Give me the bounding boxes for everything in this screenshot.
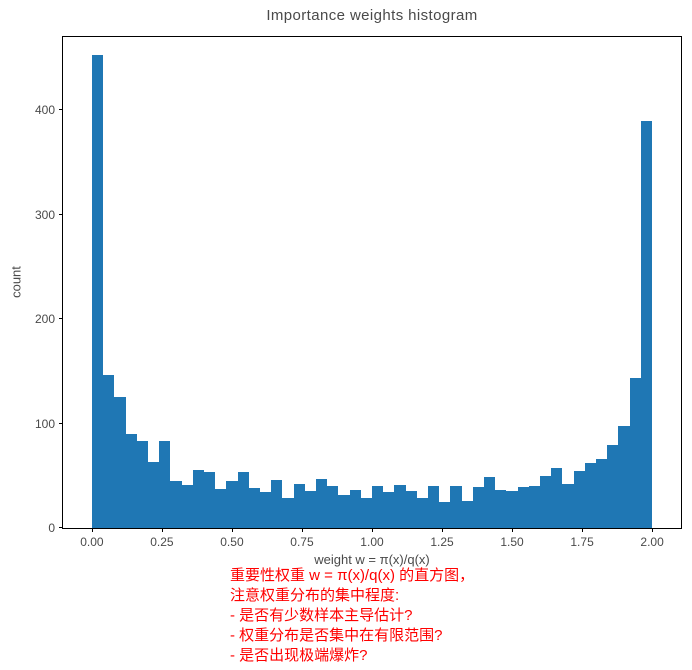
histogram-bar bbox=[405, 491, 417, 528]
histogram-bar bbox=[237, 471, 249, 528]
y-tick-label: 300 bbox=[34, 207, 55, 222]
histogram-bar bbox=[338, 494, 350, 528]
histogram-bar bbox=[383, 492, 395, 528]
x-tick-label: 0.75 bbox=[290, 535, 314, 549]
x-tick-label: 1.50 bbox=[500, 535, 524, 549]
histogram-bar bbox=[159, 441, 171, 528]
histogram-bar bbox=[439, 501, 451, 528]
x-axis-label: weight w = π(x)/q(x) bbox=[314, 552, 430, 567]
histogram-bar bbox=[282, 497, 294, 528]
histogram-bar bbox=[103, 375, 115, 528]
y-tick-label: 200 bbox=[34, 312, 55, 327]
histogram-bar bbox=[562, 484, 574, 528]
histogram-bar bbox=[450, 486, 462, 528]
histogram-bar bbox=[271, 479, 283, 528]
histogram-bar bbox=[596, 459, 608, 528]
x-tick-mark bbox=[582, 528, 584, 532]
histogram-bar bbox=[618, 425, 630, 528]
x-tick-mark bbox=[91, 528, 93, 532]
histogram-bar bbox=[472, 487, 484, 528]
y-tick-mark bbox=[59, 318, 63, 320]
histogram-bar bbox=[360, 497, 372, 528]
chart-title: Importance weights histogram bbox=[266, 7, 478, 24]
y-tick-label: 0 bbox=[48, 521, 55, 535]
histogram-bar bbox=[226, 481, 238, 528]
x-tick-label: 1.75 bbox=[570, 535, 594, 549]
histogram-bar bbox=[495, 490, 507, 528]
histogram-bar bbox=[540, 475, 552, 528]
y-axis-label: count bbox=[8, 266, 24, 298]
annotation-line-5: - 是否出现极端爆炸? bbox=[230, 647, 368, 664]
annotation-line-3: - 是否有少数样本主导估计? bbox=[230, 607, 413, 624]
histogram-bar bbox=[506, 491, 518, 528]
histogram-bar bbox=[573, 470, 585, 528]
histogram-bar bbox=[248, 488, 260, 528]
histogram-bar bbox=[371, 486, 384, 528]
histogram-bar bbox=[114, 397, 126, 528]
x-tick-label: 2.00 bbox=[640, 535, 664, 549]
histogram-bar bbox=[327, 486, 339, 528]
y-tick-label: 400 bbox=[34, 103, 55, 118]
histogram-bar bbox=[315, 478, 328, 528]
x-tick-label: 1.00 bbox=[360, 535, 384, 549]
histogram-bar bbox=[484, 476, 496, 528]
histogram-bar bbox=[203, 471, 216, 528]
histogram-bar bbox=[629, 377, 641, 528]
histogram-bar bbox=[640, 120, 653, 528]
x-tick-label: 0.25 bbox=[150, 535, 174, 549]
x-tick-mark bbox=[371, 528, 373, 532]
histogram-bar bbox=[607, 445, 619, 528]
x-tick-mark bbox=[161, 528, 163, 532]
y-tick-label: 100 bbox=[34, 416, 55, 431]
histogram-bar bbox=[461, 500, 473, 528]
histogram-bar bbox=[528, 486, 541, 528]
y-tick-mark bbox=[59, 213, 63, 215]
y-tick-mark bbox=[59, 527, 63, 528]
histogram-bar bbox=[136, 441, 148, 528]
histogram-bar bbox=[394, 485, 406, 528]
histogram-bar bbox=[551, 468, 563, 528]
histogram-bar bbox=[293, 484, 305, 528]
histogram-bar bbox=[215, 489, 227, 528]
histogram-bar bbox=[259, 492, 272, 528]
x-tick-label: 0.50 bbox=[220, 535, 244, 549]
histogram-bars bbox=[91, 37, 653, 528]
annotation-line-1: 重要性权重 w = π(x)/q(x) 的直方图， bbox=[230, 567, 475, 584]
x-tick-label: 0.00 bbox=[80, 535, 104, 549]
annotation-line-2: 注意权重分布的集中程度: bbox=[230, 587, 400, 604]
histogram-bar bbox=[349, 490, 361, 528]
histogram-bar bbox=[427, 486, 440, 528]
y-tick-mark bbox=[59, 109, 63, 111]
annotation-block: 重要性权重 w = π(x)/q(x) 的直方图， 注意权重分布的集中程度: -… bbox=[230, 566, 474, 666]
x-tick-mark bbox=[301, 528, 303, 532]
x-tick-mark bbox=[652, 528, 654, 532]
annotation-line-4: - 权重分布是否集中在有限范围? bbox=[230, 627, 443, 644]
histogram-bar bbox=[192, 469, 204, 528]
histogram-bar bbox=[584, 463, 597, 528]
histogram-bar bbox=[517, 487, 529, 528]
x-tick-label: 1.25 bbox=[430, 535, 454, 549]
histogram-bar bbox=[125, 433, 137, 528]
plot-area: 0.00 0.25 0.50 0.75 1.00 1.25 1.50 1.75 2.00 0 100… bbox=[35, 36, 682, 549]
x-tick-mark bbox=[442, 528, 444, 532]
x-tick-mark bbox=[512, 528, 514, 532]
histogram-bar bbox=[170, 481, 182, 528]
histogram-bar bbox=[147, 462, 160, 528]
histogram-bar bbox=[181, 485, 193, 528]
y-tick-mark bbox=[59, 422, 63, 424]
histogram-bar bbox=[304, 491, 316, 528]
x-tick-mark bbox=[231, 528, 233, 532]
histogram-bar bbox=[416, 497, 428, 528]
histogram-bar bbox=[91, 54, 104, 528]
